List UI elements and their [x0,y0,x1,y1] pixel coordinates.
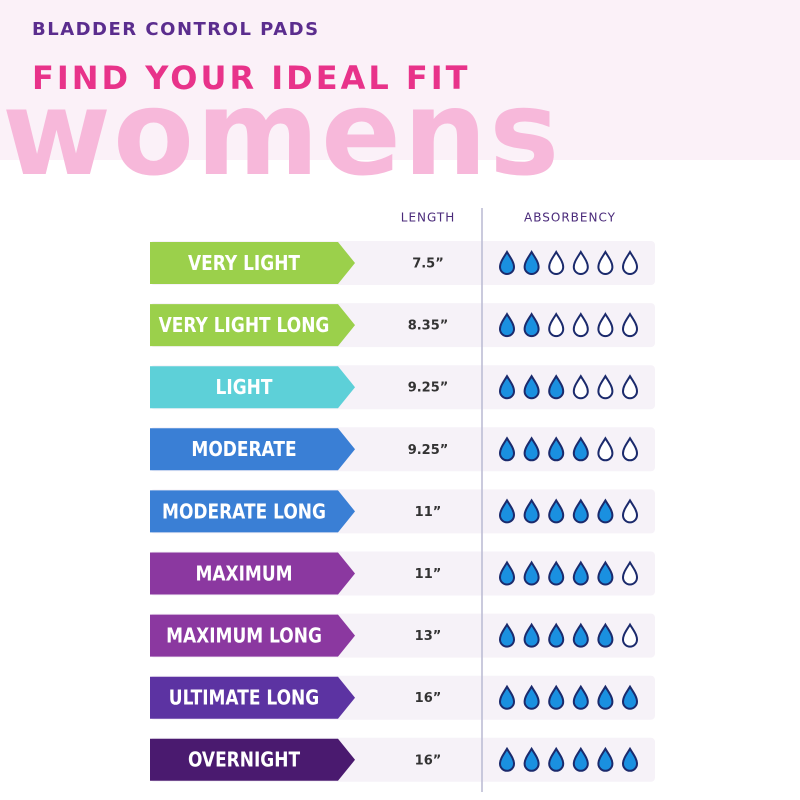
absorbency-drop [621,250,639,275]
absorbency-drop [523,312,540,338]
absorbency-drop [523,684,540,710]
label-arrow [150,614,355,657]
absorbency-drop [548,312,565,338]
length: 11” [415,567,442,582]
label-arrow [150,428,355,471]
label-arrow [150,552,355,595]
product-name: MODERATE [191,439,296,462]
product-name: ULTIMATE LONG [169,687,319,710]
category: BLADDER CONTROL PADS [32,19,320,40]
rows: VERY LIGHT 7.5” VERY LIGHT LONG 8.35” LIGHT 9… [150,241,655,782]
absorbency-drop [572,436,589,462]
absorbency-drop [572,622,589,648]
absorbency-drop [572,560,589,586]
absorbency-drop [498,250,516,275]
absorbency-drop [498,436,516,462]
absorbency-drop [572,312,589,338]
absorbency-drop [498,560,516,586]
product-name: MAXIMUM [195,563,292,586]
label-arrow [150,676,355,719]
length: 16” [415,691,442,706]
absorbency-drop [548,250,565,275]
absorbency-drop [597,312,614,338]
header-band [0,0,800,160]
absorbency-drop [621,622,639,648]
product-name: VERY LIGHT LONG [159,315,330,338]
absorbency-drop [621,746,639,772]
absorbency-drop [498,746,516,772]
absorbency-drop [498,622,516,648]
length: 7.5” [412,257,444,272]
absorbency-drop [498,684,516,710]
length: 9.25” [408,381,449,396]
absorbency-drop [523,436,540,462]
absorbency-drop [597,684,614,710]
audience-word: womens [2,64,561,202]
absorbency-drop [523,498,540,524]
length: 16” [415,753,442,768]
absorbency-drop [621,560,639,586]
product-name: LIGHT [216,377,273,400]
absorbency-drop [572,498,589,524]
product-name: VERY LIGHT [188,253,300,276]
absorbency-drop [523,250,540,275]
label-arrow [150,738,355,781]
absorbency-drop [597,498,614,524]
absorbency-drop [548,684,565,710]
absorbency-drop [597,374,614,400]
absorbency-drop [597,560,614,586]
absorbency-drop [621,684,639,710]
column-header: LENGTH [401,211,455,225]
absorbency-drop [498,498,516,524]
title: FIND YOUR IDEAL FIT [32,59,470,97]
length: 11” [415,505,442,520]
absorbency-drop [597,250,614,275]
absorbency-drop [548,622,565,648]
absorbency-drop [523,560,540,586]
absorbency-drop [523,746,540,772]
absorbency-drop [621,498,639,524]
absorbency-drop [548,560,565,586]
absorbency-drop [548,436,565,462]
length: 8.35” [408,319,449,334]
absorbency-drop [523,374,540,400]
absorbency-drop [548,498,565,524]
absorbency-drop [597,622,614,648]
label-arrow [150,366,355,409]
label-arrow [150,242,355,284]
absorbency-drop [621,312,639,338]
absorbency-drop [523,622,540,648]
product-name: MODERATE LONG [162,501,326,524]
absorbency-drop [597,436,614,462]
absorbency-drop [621,436,639,462]
absorbency-drop [548,746,565,772]
absorbency-drop [498,312,516,338]
absorbency-drop [498,374,516,400]
absorbency-drop [548,374,565,400]
length: 13” [415,629,442,644]
label-arrow [150,304,355,347]
label-arrow [150,490,355,533]
absorbency-drop [572,684,589,710]
length: 9.25” [408,443,449,458]
absorbency-drop [572,374,589,400]
absorbency-drop [572,250,589,275]
absorbency-drop [597,746,614,772]
column-header: ABSORBENCY [524,211,616,225]
absorbency-drop [621,374,639,400]
product-name: MAXIMUM LONG [166,625,322,648]
product-name: OVERNIGHT [188,749,300,772]
absorbency-drop [572,746,589,772]
